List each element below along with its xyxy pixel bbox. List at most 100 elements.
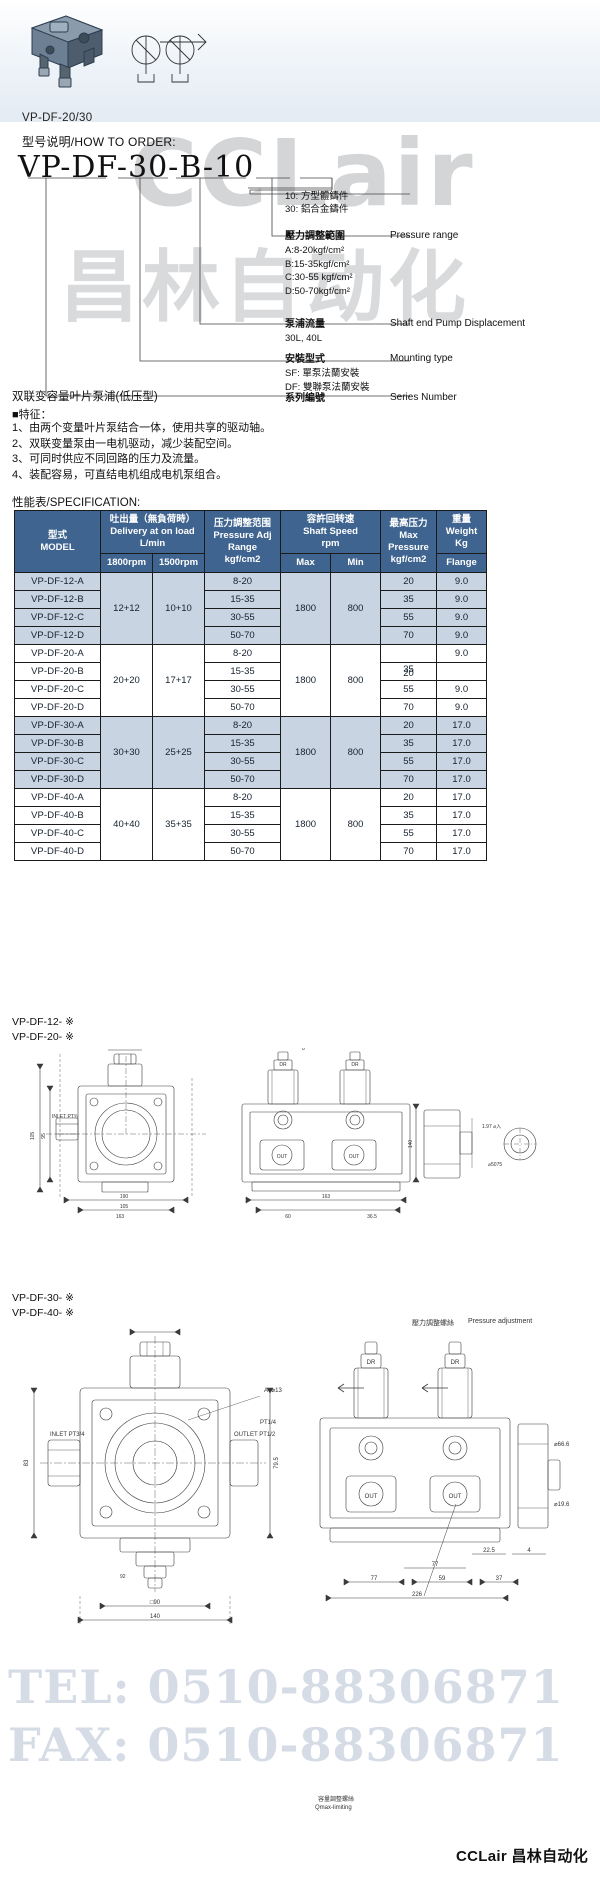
table-row: VP-DF-12-D 50-70 70 9.0 [14,626,488,645]
th-shaft-speed: 容許回转速 Shaft Speed rpm [280,510,382,554]
drawing1-caption-line1: VP-DF-12- ※ [12,1016,74,1028]
th-shaft-speed-min: Min [330,553,382,573]
drawing1-technical-diagram: 163 105 105 95 42 190 INLET PT¾ DR DR OU… [30,1048,537,1220]
svg-text:36.5: 36.5 [367,1214,377,1220]
cell-weight: 17.0 [436,752,488,771]
svg-text:OUT: OUT [349,1154,360,1160]
table-row: VP-DF-20-C 30-55 55 9.0 [14,680,488,699]
cell-weight: 9.0 [436,590,488,609]
table-row: VP-DF-12-C 30-55 55 9.0 [14,608,488,627]
svg-text:OUT: OUT [365,1494,378,1500]
svg-text:DR: DR [279,1062,287,1068]
cell-weight: 9.0 [436,680,488,699]
svg-text:DR: DR [351,1062,359,1068]
drawing2-qmax-label-cn: 容量調整螺絲 [318,1797,355,1803]
svg-text:105: 105 [120,1204,129,1210]
svg-text:A=⌀13: A=⌀13 [264,1388,282,1394]
table-row: VP-DF-40-D 50-70 70 17.0 [14,842,488,861]
svg-text:OUTLET PT1/2: OUTLET PT1/2 [234,1432,276,1438]
cell-pressure-range: 8-20 [204,788,282,807]
cell-weight: 17.0 [436,806,488,825]
cell-delivery-1800: 30+30 [100,716,153,789]
cell-model: VP-DF-30-D [14,770,101,789]
order-label-pressure-range-en: Pressure range [390,230,459,241]
cell-weight: 9.0 [436,698,488,717]
svg-text:⌀5075: ⌀5075 [488,1162,502,1168]
cell-max-pressure [380,644,438,663]
hero-banner [0,0,600,122]
cell-max-pressure: 70 [380,842,438,861]
table-row: VP-DF-30-C 30-55 55 17.0 [14,752,488,771]
cell-max-pressure: 70 [380,770,438,789]
cell-shaft-min: 800 [330,572,382,645]
specification-title: 性能表/SPECIFICATION: [12,497,141,509]
cell-delivery-1500: 17+17 [151,644,206,717]
order-code-leader-lines [28,177,410,397]
drawing2-pressure-adjust-en: Pressure adjustment [468,1318,533,1325]
svg-text:1.97 ⌀入: 1.97 ⌀入 [482,1124,501,1130]
th-model: 型式 MODEL [14,510,101,573]
cell-pressure-range: 50-70 [204,770,282,789]
order-label-series-number-en: Series Number [390,392,457,403]
svg-text:INLET PT¾: INLET PT¾ [52,1114,79,1120]
table-row: VP-DF-30-B 15-35 35 17.0 [14,734,488,753]
th-shaft-speed-max: Max [280,553,332,573]
table-row: VP-DF-40-A 40+40 35+35 8-20 1800 800 20 17.0 [14,788,488,861]
svg-text:22.5: 22.5 [483,1548,495,1554]
cell-max-pressure: 35 [380,734,438,753]
cell-max-pressure: 55 [380,608,438,627]
table-header-row-1: 型式 MODEL 吐出量（無負荷時） Delivery at on load L… [14,510,488,573]
th-weight: 重量 Weight Kg [436,510,488,554]
how-to-order-heading: 型号说明/HOW TO ORDER: [22,135,176,149]
specification-table-body: VP-DF-12-A 12+12 10+10 8-20 1800 800 20 9.0 VP-D… [14,572,488,861]
cell-pressure-range: 15-35 [204,734,282,753]
order-label-mounting-type: 安裝型式 SF: 單泵法蘭安裝 DF: 雙聯泵法蘭安裝 [285,354,370,393]
drawing2-pressure-adjust-cn: 壓力調整螺絲 [412,1320,454,1327]
cell-weight: 17.0 [436,770,488,789]
features-heading: ■特征： [12,409,52,421]
svg-text:OUT: OUT [449,1494,462,1500]
order-label-series-number: 系列編號 [285,393,325,404]
cell-model: VP-DF-12-A [14,572,101,591]
feature-item: 3、可同时供应不同回路的压力及流量。 [12,453,206,465]
cell-model: VP-DF-12-D [14,626,101,645]
svg-text:59: 59 [439,1576,446,1582]
cell-model: VP-DF-40-C [14,824,101,843]
cell-model: VP-DF-30-A [14,716,101,735]
cell-model: VP-DF-20-B [14,662,101,681]
svg-text:DR: DR [367,1360,376,1366]
order-label-casting: 10: 方型體鑄件 30: 鋁合金鑄件 [285,191,349,216]
svg-text:140: 140 [150,1614,161,1620]
specification-table: 型式 MODEL 吐出量（無負荷時） Delivery at on load L… [14,510,488,861]
cell-weight: 9.0 [436,572,488,591]
hydraulic-circuit-symbol [131,33,207,83]
cell-max-pressure: 35 20 [380,662,438,681]
cell-model: VP-DF-30-C [14,752,101,771]
cell-max-pressure: 35 [380,590,438,609]
cell-shaft-max: 1800 [280,788,332,861]
order-label-mounting-type-en: Mounting type [390,353,453,364]
order-label-displacement-en: Shaft end Pump Displacement [390,318,526,329]
svg-text:79.5: 79.5 [274,1457,280,1469]
cell-delivery-1500: 35+35 [151,788,206,861]
drawing1-caption-line2: VP-DF-20- ※ [12,1031,74,1043]
drawing2-caption-line2: VP-DF-40- ※ [12,1307,74,1319]
cell-weight: 9.0 [436,626,488,645]
footer-brand: CCLair 昌林自动化 [456,1848,588,1865]
cell-weight: 17.0 [436,824,488,843]
cell-pressure-range: 15-35 [204,662,282,681]
cell-pressure-range: 50-70 [204,626,282,645]
svg-text:42: 42 [117,1048,123,1050]
cell-delivery-1800: 40+40 [100,788,153,861]
cell-pressure-range: 30-55 [204,680,282,699]
svg-text:77: 77 [432,1562,439,1568]
cell-weight: 17.0 [436,788,488,807]
cell-pressure-range: 50-70 [204,698,282,717]
cell-weight: 9.0 [436,608,488,627]
th-pressure-adj-range: 压力調整范围 Pressure Adj Range kgf/cm2 [204,510,282,573]
svg-text:37: 37 [496,1576,503,1582]
cell-model: VP-DF-40-D [14,842,101,861]
drawing2-qmax-label-en: Qmax-limiting [315,1805,352,1811]
table-row: VP-DF-30-D 50-70 70 17.0 [14,770,488,789]
table-row: VP-DF-12-A 12+12 10+10 8-20 1800 800 20 9.0 [14,572,488,645]
